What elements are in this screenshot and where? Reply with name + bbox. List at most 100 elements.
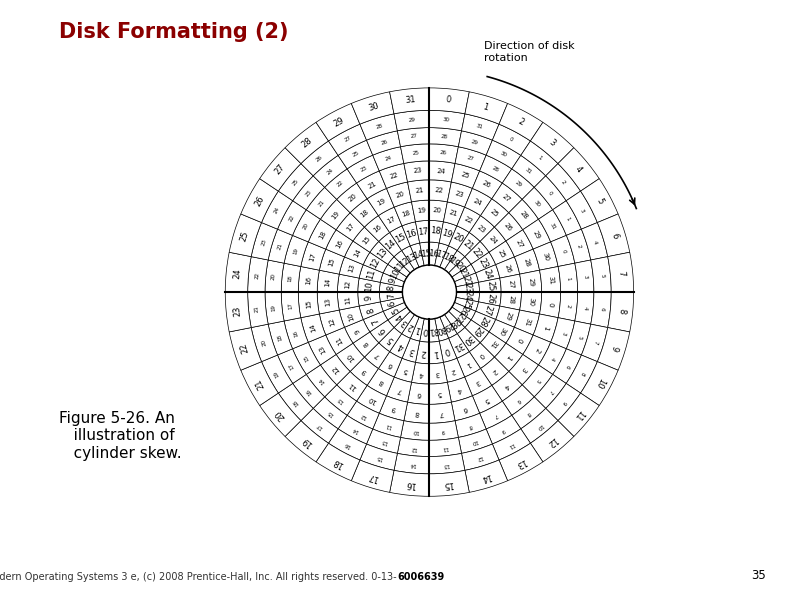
Text: 19: 19: [417, 207, 426, 214]
Wedge shape: [530, 123, 574, 164]
Text: 22: 22: [254, 271, 260, 279]
Wedge shape: [451, 164, 480, 189]
Text: 28: 28: [507, 295, 515, 305]
Text: 29: 29: [503, 311, 512, 321]
Text: 6006639: 6006639: [397, 572, 445, 582]
Text: 25: 25: [352, 151, 360, 158]
Text: 4: 4: [592, 239, 598, 244]
Wedge shape: [455, 414, 486, 437]
Text: 31: 31: [488, 339, 498, 349]
Wedge shape: [380, 292, 403, 302]
Wedge shape: [387, 377, 411, 402]
Wedge shape: [558, 393, 599, 437]
Text: 13: 13: [443, 462, 450, 467]
Wedge shape: [402, 246, 419, 270]
Wedge shape: [380, 396, 407, 421]
Wedge shape: [260, 148, 301, 191]
Wedge shape: [538, 210, 566, 242]
Text: 1: 1: [566, 277, 571, 280]
Wedge shape: [492, 429, 530, 460]
Text: 28: 28: [300, 136, 314, 150]
Text: 0: 0: [561, 249, 566, 254]
Text: 16: 16: [292, 328, 299, 337]
Text: 14: 14: [325, 277, 331, 287]
Text: 7: 7: [492, 412, 498, 418]
Text: 29: 29: [532, 230, 542, 240]
Wedge shape: [430, 402, 455, 423]
Text: 2: 2: [450, 367, 457, 374]
Text: 19: 19: [273, 369, 280, 378]
Text: 7: 7: [439, 410, 444, 416]
Wedge shape: [225, 292, 251, 332]
Wedge shape: [540, 267, 561, 292]
Text: 5: 5: [595, 197, 605, 205]
Wedge shape: [447, 377, 472, 402]
Wedge shape: [522, 219, 551, 249]
Text: 30: 30: [434, 323, 447, 335]
Text: 8: 8: [366, 306, 376, 314]
Wedge shape: [522, 187, 553, 219]
Wedge shape: [476, 302, 499, 320]
Wedge shape: [522, 365, 553, 397]
Text: 17: 17: [418, 227, 430, 237]
Text: 31: 31: [427, 325, 439, 336]
Text: 3: 3: [561, 330, 566, 335]
Wedge shape: [387, 182, 411, 207]
Wedge shape: [512, 397, 545, 429]
Text: 21: 21: [461, 238, 475, 252]
Text: 13: 13: [404, 252, 418, 265]
Wedge shape: [380, 273, 404, 287]
Wedge shape: [321, 355, 350, 385]
Wedge shape: [566, 191, 597, 229]
Text: 4: 4: [573, 165, 584, 174]
Text: 25: 25: [460, 171, 470, 180]
Wedge shape: [251, 324, 278, 362]
Text: 2: 2: [561, 179, 566, 185]
Text: 7: 7: [371, 317, 381, 325]
Wedge shape: [486, 415, 521, 444]
Wedge shape: [353, 332, 379, 357]
Text: 18: 18: [291, 397, 300, 406]
Text: 22: 22: [470, 246, 484, 261]
Wedge shape: [451, 396, 480, 421]
Text: 23: 23: [360, 165, 368, 173]
Wedge shape: [411, 362, 430, 384]
Wedge shape: [449, 256, 471, 277]
Text: 4: 4: [503, 383, 511, 390]
Wedge shape: [445, 311, 464, 334]
Text: 16: 16: [372, 224, 383, 234]
Text: 24: 24: [482, 268, 494, 281]
Wedge shape: [430, 110, 465, 131]
Wedge shape: [464, 189, 491, 215]
Text: 20: 20: [451, 232, 465, 245]
Wedge shape: [534, 176, 566, 210]
Text: 24: 24: [233, 268, 242, 279]
Text: 11: 11: [365, 268, 377, 281]
Wedge shape: [394, 453, 430, 474]
Wedge shape: [279, 383, 313, 421]
Text: 4: 4: [456, 386, 462, 393]
Wedge shape: [306, 365, 337, 397]
Text: 18: 18: [400, 209, 410, 218]
Wedge shape: [558, 292, 578, 321]
Wedge shape: [379, 207, 402, 233]
Wedge shape: [430, 421, 458, 440]
Text: 1: 1: [482, 102, 489, 112]
Wedge shape: [261, 355, 293, 393]
Text: 23: 23: [454, 190, 464, 199]
Text: 21: 21: [254, 305, 260, 313]
Wedge shape: [306, 187, 337, 219]
Text: 26: 26: [485, 292, 495, 304]
Wedge shape: [430, 437, 461, 456]
Text: 1: 1: [505, 353, 512, 361]
Wedge shape: [420, 242, 430, 265]
Text: 22: 22: [463, 215, 473, 225]
Text: 30: 30: [534, 199, 542, 208]
Text: 30: 30: [542, 252, 550, 262]
Text: 3: 3: [435, 370, 440, 377]
Wedge shape: [358, 292, 380, 306]
Wedge shape: [370, 320, 394, 343]
Text: 2: 2: [516, 117, 525, 127]
Text: 26: 26: [457, 303, 470, 317]
Text: 28: 28: [441, 134, 449, 139]
